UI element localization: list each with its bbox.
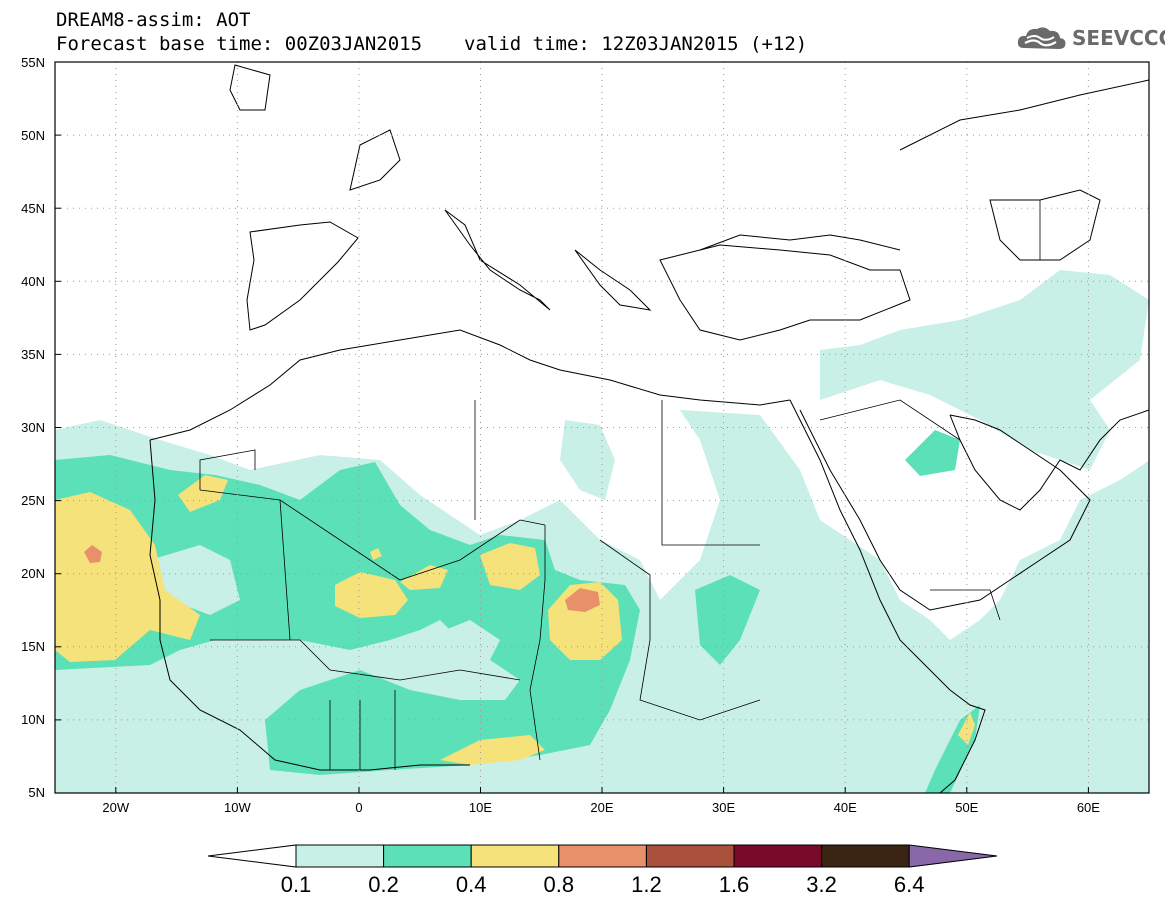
legend-label: 3.2 [806,872,837,897]
gridlines [55,62,1149,793]
country-borders [199,200,1041,770]
latitude-labels: 55N 50N 45N 40N 35N 30N 25N 20N 15N 10N … [21,55,45,800]
legend-label: 1.2 [631,872,662,897]
lon-label: 0 [355,800,362,815]
map-title: DREAM8-assim: AOT [56,9,251,31]
legend-swatch [295,844,385,868]
legend-swatch [821,844,910,868]
legend-swatch [558,844,647,868]
lon-label: 20W [102,800,129,815]
lat-label: 10N [21,712,45,727]
lon-label: 30E [712,800,735,815]
base-time: Forecast base time: 00Z03JAN2015 [56,33,423,55]
lat-label: 25N [21,493,45,508]
legend-swatch [645,844,735,868]
forecast-times: Forecast base time: 00Z03JAN2015 valid ti… [56,34,807,54]
longitude-labels: 20W 10W 0 10E 20E 30E 40E 50E 60E [102,800,1100,815]
seevccc-logo: SEEVCCC [1016,24,1165,52]
lat-label: 50N [21,128,45,143]
legend-low-arrow [207,844,297,868]
coastlines [149,64,1149,793]
legend-label: 0.2 [368,872,399,897]
lat-label: 30N [21,420,45,435]
legend-label: 1.6 [719,872,750,897]
valid-time: valid time: 12Z03JAN2015 (+12) [464,33,808,55]
lon-label: 10W [224,800,251,815]
color-legend: 0.1 0.2 0.4 0.8 1.2 1.6 3.2 6.4 [207,844,998,897]
lat-label: 45N [21,201,45,216]
lon-label: 40E [834,800,857,815]
aot-field [55,270,1149,793]
lat-label: 55N [21,55,45,70]
lat-label: 35N [21,347,45,362]
legend-label: 6.4 [894,872,925,897]
legend-label: 0.1 [281,872,312,897]
legend-high-arrow [908,844,998,868]
lat-label: 15N [21,639,45,654]
lat-label: 40N [21,274,45,289]
legend-swatch [470,844,560,868]
legend-label: 0.8 [544,872,575,897]
lon-label: 50E [955,800,978,815]
aot-level-0.4 [55,475,975,765]
logo-text: SEEVCCC [1072,26,1165,50]
lat-label: 5N [28,785,45,800]
lat-label: 20N [21,566,45,581]
aot-level-0.2 [55,430,980,793]
lon-label: 60E [1077,800,1100,815]
aot-level-0.8 [84,545,600,612]
legend-swatch [383,844,472,868]
legend-swatch [733,844,823,868]
lon-label: 20E [590,800,613,815]
lon-label: 10E [469,800,492,815]
cloud-icon [1017,27,1066,49]
legend-label: 0.4 [456,872,487,897]
axis-ticks [55,61,1089,793]
